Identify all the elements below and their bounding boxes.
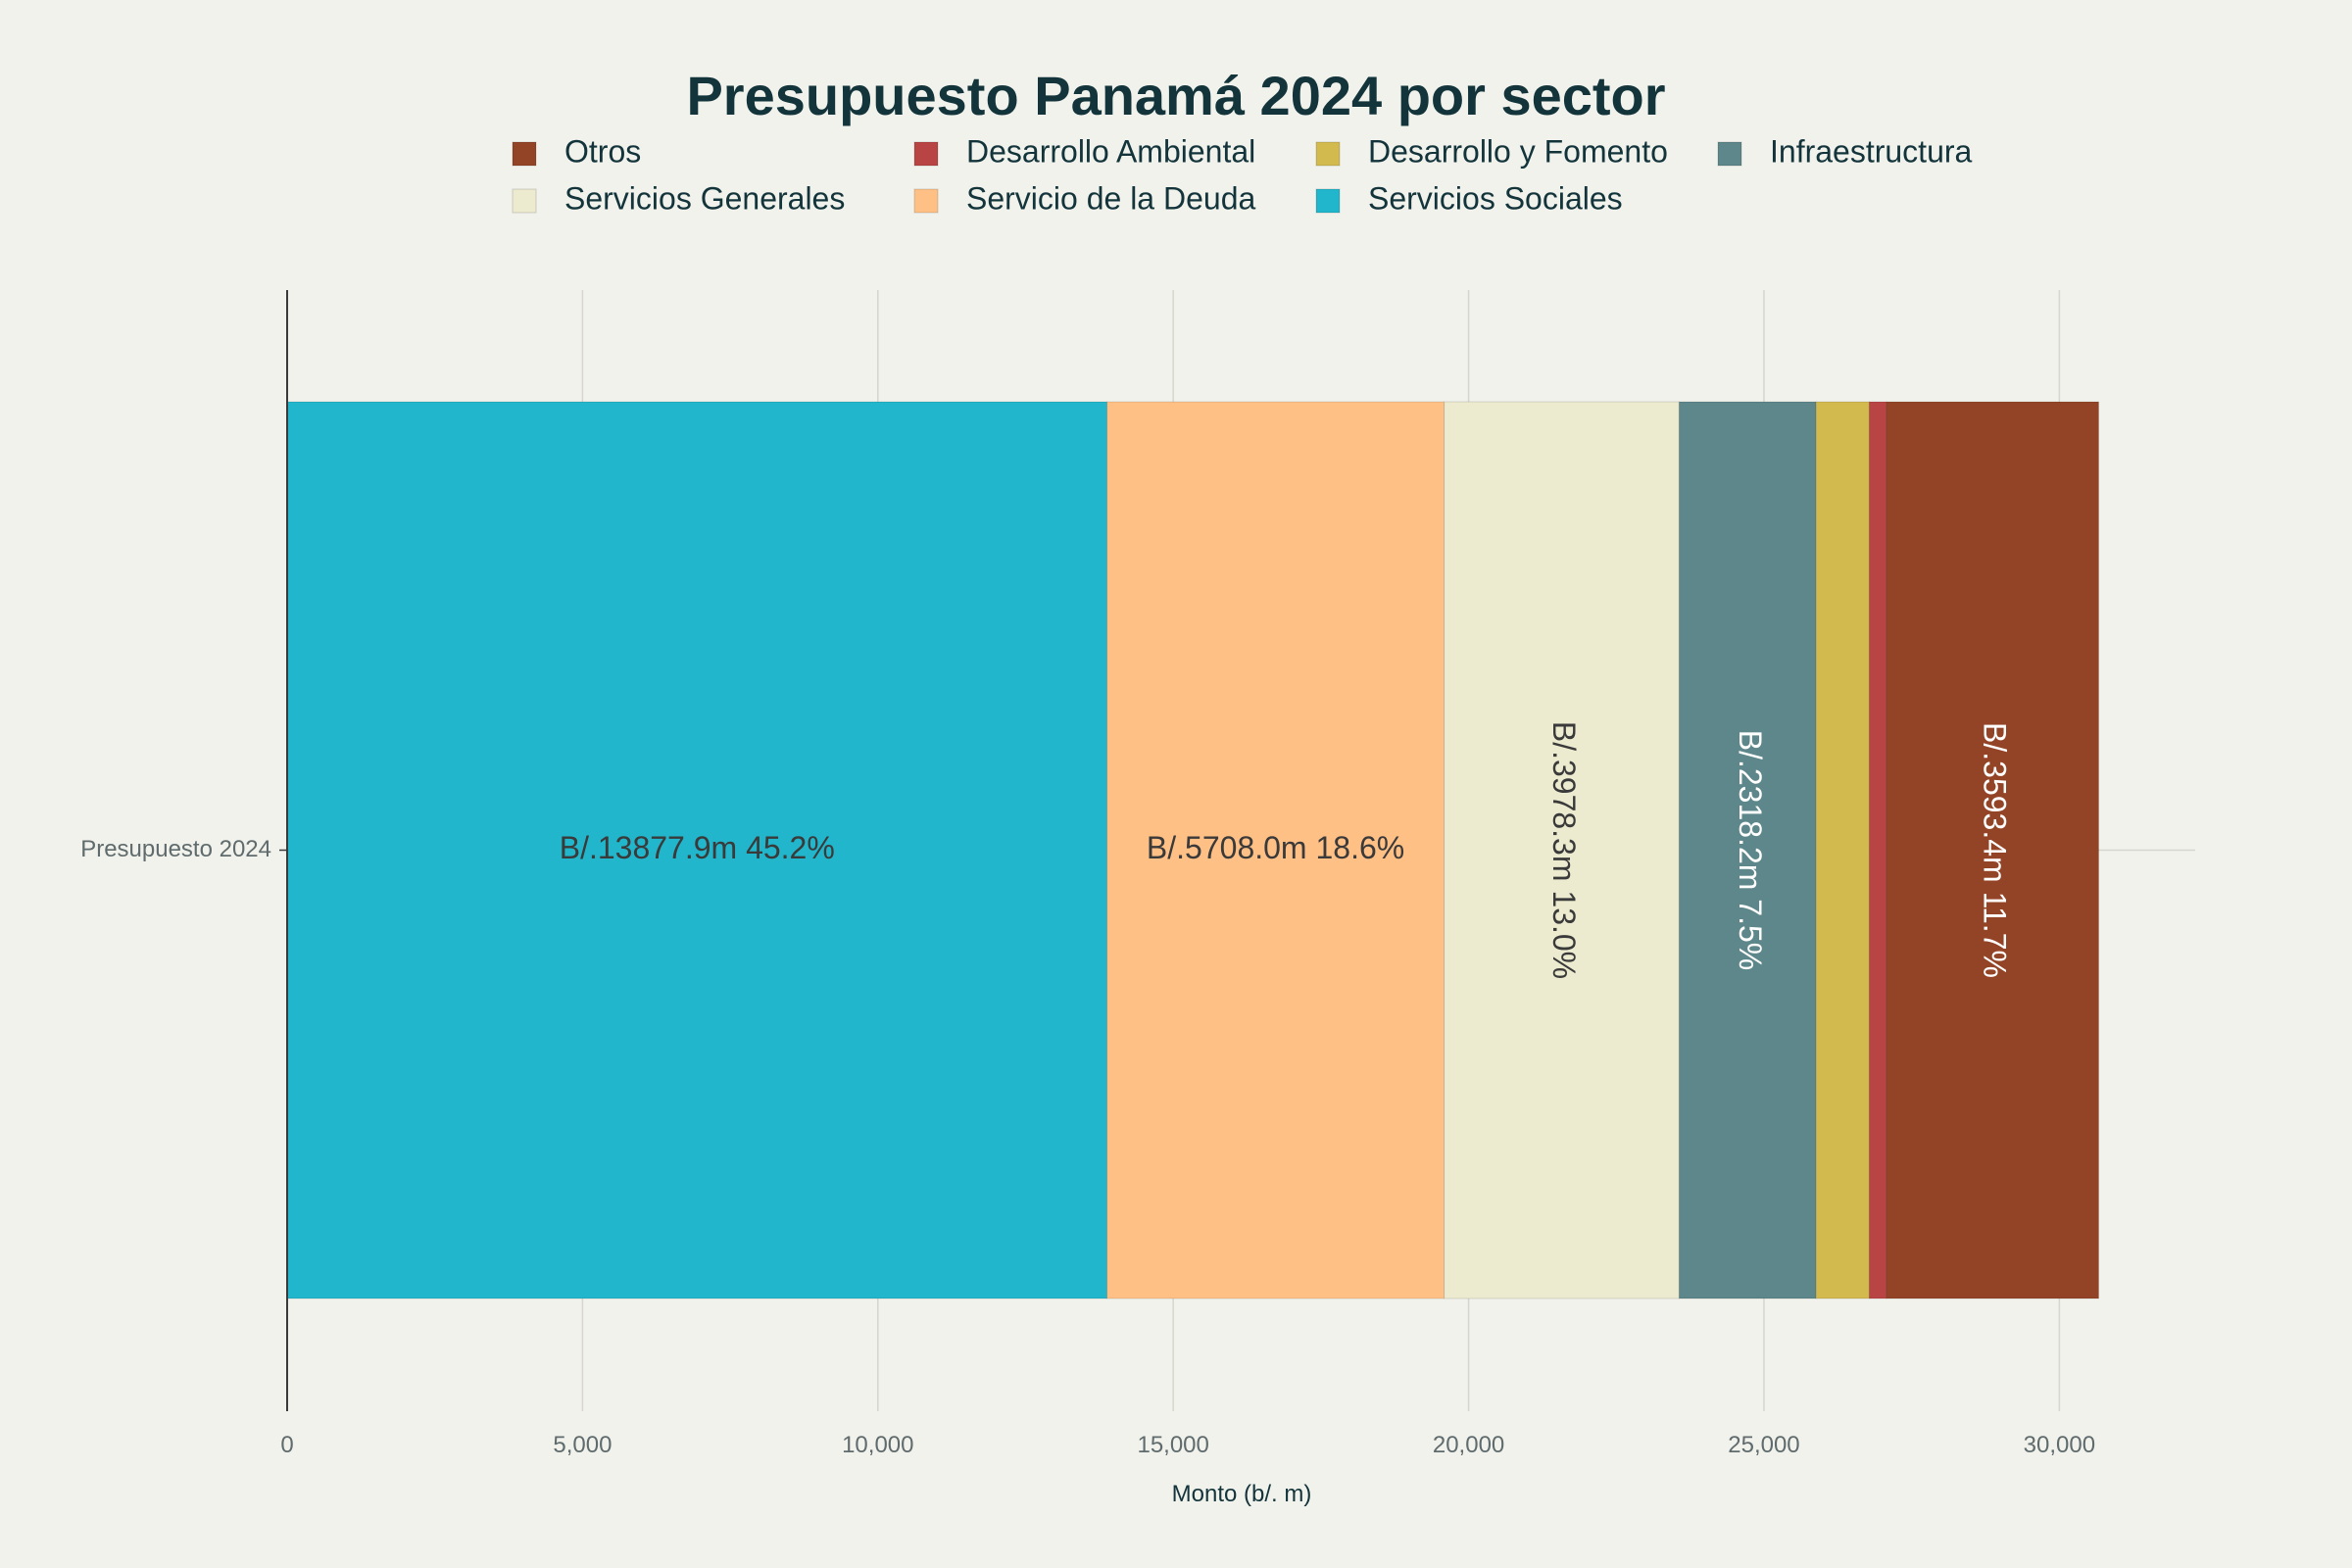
legend: Otros Desarrollo Ambiental Desarrollo y Fo… [512,133,1973,216]
x-tick-label: 20,000 [1433,1432,1504,1458]
category-label: Presupuesto 2024 [80,836,271,862]
bar-segment-desarrollo-y-fomento [1815,401,1870,1299]
x-tick-label: 0 [280,1432,293,1458]
legend-swatch [913,188,939,214]
legend-swatch [913,141,939,167]
bar-segments [286,401,2099,1299]
legend-label: Servicio de la Deuda [966,180,1255,216]
x-tick-label: 25,000 [1728,1432,1799,1458]
legend-label: Infraestructura [1770,133,1973,169]
legend-swatch [1315,141,1341,167]
segment-label: B/.13877.9m 45.2% [560,830,835,865]
x-tick-label: 5,000 [553,1432,612,1458]
legend-label: Servicios Generales [564,180,845,216]
bar-segment-otros [1886,401,2099,1299]
bar-segment-servicios-sociales [286,401,1108,1299]
chart-title: Presupuesto Panamá 2024 por sector [686,65,1665,126]
x-axis-title: Monto (b/. m) [1172,1481,1312,1507]
segment-label: B/.3593.4m 11.7% [1978,722,2013,978]
legend-swatch [1717,141,1742,167]
x-tick-label: 10,000 [842,1432,913,1458]
legend-swatch [512,141,537,167]
segment-labels: B/.13877.9m 45.2% B/.5708.0m 18.6% B/.3978… [560,721,2013,979]
legend-swatch [1315,188,1341,214]
x-tick-label: 15,000 [1137,1432,1208,1458]
bar-segment-infraestructura [1678,401,1817,1299]
segment-label: B/.3978.3m 13.0% [1546,721,1582,979]
segment-label: B/.5708.0m 18.6% [1147,830,1404,865]
legend-label: Servicios Sociales [1368,180,1623,216]
bar-segment-servicios-generales [1444,401,1680,1299]
bar-segment-desarrollo-ambiental [1868,401,1887,1299]
legend-label: Otros [564,133,641,169]
legend-label: Desarrollo y Fomento [1368,133,1668,169]
axes: 0 5,000 10,000 15,000 20,000 25,000 30,000 Pres… [80,290,2095,1458]
segment-label: B/.2318.2m 7.5% [1733,730,1768,970]
legend-label: Desarrollo Ambiental [966,133,1255,169]
x-tick-label: 30,000 [2024,1432,2095,1458]
bar-segment-servicio-de-la-deuda [1106,401,1446,1299]
legend-swatch [512,188,537,214]
